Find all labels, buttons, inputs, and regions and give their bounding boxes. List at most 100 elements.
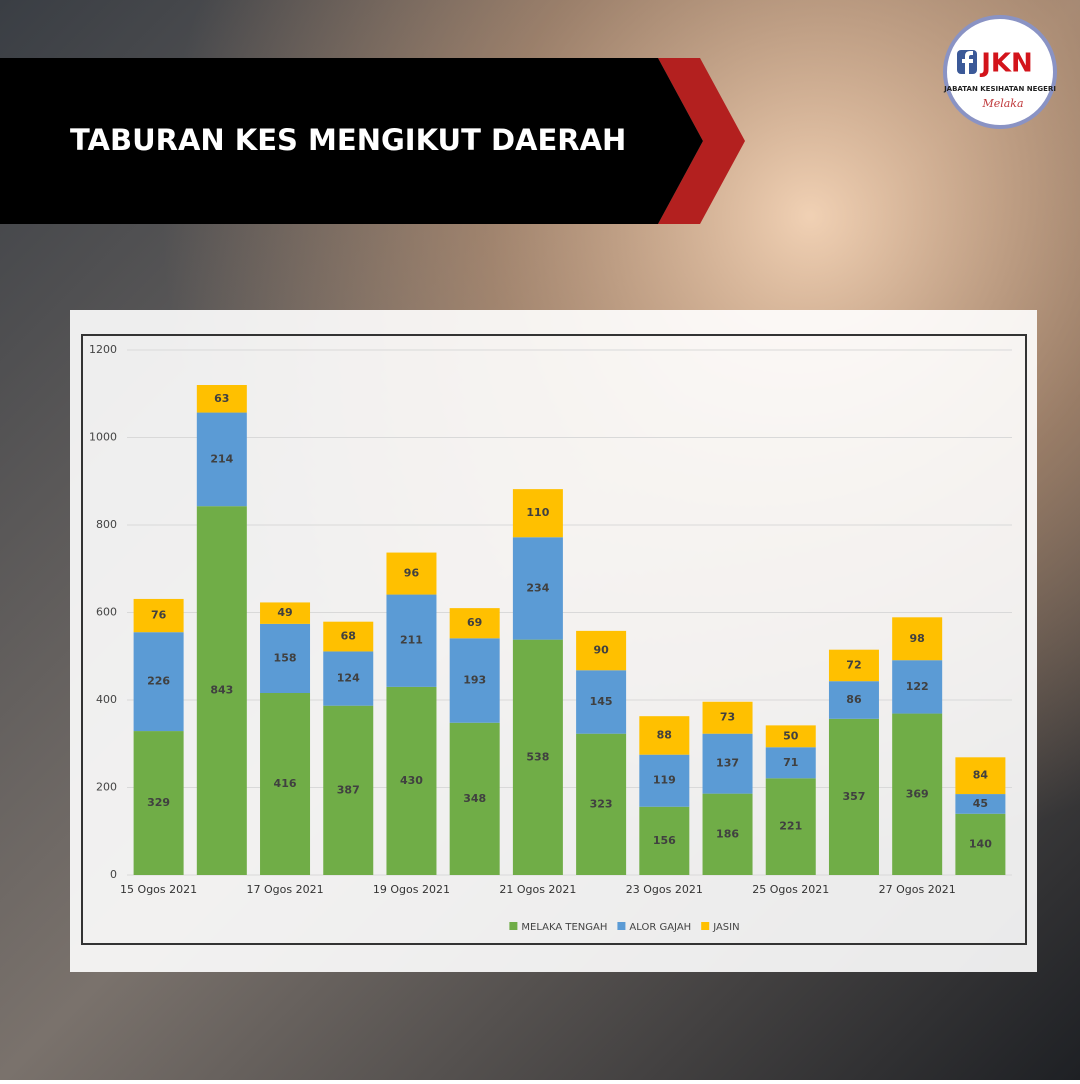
data-label: 430 [400, 774, 423, 787]
bar-segment [196, 506, 247, 875]
y-tick-label: 1200 [89, 343, 117, 356]
data-label: 369 [906, 787, 929, 800]
bar-segment [323, 621, 374, 652]
bar-segment [512, 537, 563, 640]
logo-icon-f [962, 51, 973, 74]
bar-segment [955, 757, 1006, 795]
bar-segment [512, 489, 563, 538]
data-label: 323 [590, 797, 613, 810]
data-label: 84 [973, 769, 989, 782]
data-label: 96 [404, 567, 420, 580]
legend-label: ALOR GAJAH [629, 922, 691, 933]
bar-segment [133, 598, 184, 633]
bar-segment [892, 617, 943, 661]
bar-segment [828, 649, 879, 682]
bar-segment [892, 660, 943, 714]
data-label: 211 [400, 634, 423, 647]
data-label: 193 [463, 674, 486, 687]
bar-segment [260, 602, 311, 624]
logo [943, 15, 1057, 129]
data-label: 843 [210, 684, 233, 697]
data-label: 76 [151, 609, 167, 622]
data-label: 158 [274, 651, 297, 664]
bar-segment [702, 793, 753, 875]
data-label: 68 [341, 630, 356, 643]
bar-segment [765, 725, 816, 748]
bar-segment [765, 778, 816, 875]
data-label: 387 [337, 783, 360, 796]
bar-segment [260, 623, 311, 693]
bar-segment [386, 686, 437, 875]
legend-swatch [509, 922, 518, 930]
y-tick-label: 400 [96, 693, 117, 706]
data-label: 69 [467, 616, 482, 629]
data-label: 140 [969, 837, 992, 850]
data-label: 137 [716, 757, 739, 770]
bar-segment [828, 718, 879, 875]
bar-segment [386, 552, 437, 595]
data-label: 49 [277, 606, 292, 619]
bar-segment [133, 632, 184, 732]
data-label: 214 [210, 452, 233, 465]
x-tick-label: 27 Ogos 2021 [879, 883, 956, 896]
x-tick-label: 15 Ogos 2021 [120, 883, 197, 896]
logo-state: Melaka [981, 97, 1023, 110]
x-tick-label: 17 Ogos 2021 [246, 883, 323, 896]
data-label: 124 [337, 672, 360, 685]
bar-segment [449, 638, 500, 723]
bar-segment [133, 731, 184, 875]
data-label: 50 [783, 729, 799, 742]
data-label: 186 [716, 827, 739, 840]
data-label: 145 [590, 695, 613, 708]
bar-segment [955, 794, 1006, 814]
y-tick-label: 1000 [89, 431, 117, 444]
bar-segment [576, 733, 627, 875]
bar-segment [955, 813, 1006, 875]
bar-segment [576, 630, 627, 671]
x-tick-label: 25 Ogos 2021 [752, 883, 829, 896]
data-label: 45 [973, 797, 988, 810]
y-tick-label: 0 [110, 868, 117, 881]
data-label: 416 [274, 777, 297, 790]
x-tick-label: 21 Ogos 2021 [499, 883, 576, 896]
bar-segment [512, 639, 563, 875]
data-label: 538 [526, 750, 549, 763]
data-label: 71 [783, 756, 798, 769]
legend-swatch [617, 922, 626, 930]
legend-label: MELAKA TENGAH [521, 922, 607, 933]
data-label: 156 [653, 834, 676, 847]
y-tick-label: 200 [96, 781, 117, 794]
logo-name: JABATAN KESIHATAN NEGERI [943, 85, 1056, 93]
legend-label: JASIN [712, 922, 739, 933]
bar-segment [260, 693, 311, 875]
data-label: 357 [842, 790, 865, 803]
chart: 0 200 400 600 800 1000 1200 15 Ogos 2021 329 226 7… [89, 343, 1012, 933]
data-label: 329 [147, 796, 170, 809]
bar-segment [386, 594, 437, 687]
y-tick-label: 800 [96, 518, 117, 531]
bar-segment [828, 681, 879, 719]
bar-segment [639, 716, 690, 755]
banner [0, 58, 703, 224]
data-label: 90 [593, 644, 609, 657]
title: TABURAN KES MENGIKUT DAERAH [70, 123, 626, 157]
bar-segment [765, 747, 816, 779]
data-label: 110 [526, 506, 549, 519]
bar-segment [196, 385, 247, 413]
data-label: 72 [846, 658, 861, 671]
bar-segment [639, 806, 690, 875]
data-label: 348 [463, 792, 486, 805]
data-label: 73 [720, 711, 735, 724]
banner-chevron [658, 58, 745, 224]
data-label: 63 [214, 392, 229, 405]
bar-segment [639, 754, 690, 807]
bar-segment [702, 701, 753, 734]
chart-frame [81, 334, 1027, 945]
data-label: 98 [910, 632, 925, 645]
data-label: 221 [779, 820, 802, 833]
data-label: 234 [526, 581, 549, 594]
x-tick-label: 23 Ogos 2021 [626, 883, 703, 896]
bar-segment [702, 733, 753, 794]
